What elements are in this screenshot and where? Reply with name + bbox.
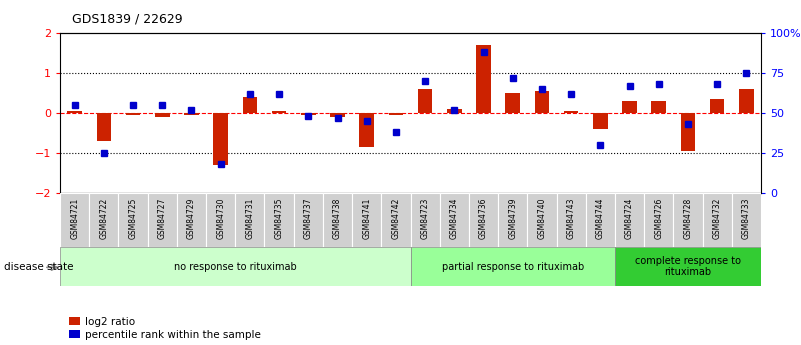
Text: GSM84730: GSM84730 xyxy=(216,197,225,239)
Bar xyxy=(644,193,674,247)
Text: GSM84721: GSM84721 xyxy=(70,197,79,239)
Bar xyxy=(177,193,206,247)
Bar xyxy=(534,91,549,113)
Bar xyxy=(381,193,410,247)
Bar xyxy=(615,247,761,286)
Text: GSM84735: GSM84735 xyxy=(275,197,284,239)
Text: GSM84728: GSM84728 xyxy=(683,197,692,239)
Bar xyxy=(235,193,264,247)
Bar xyxy=(557,193,586,247)
Text: GSM84741: GSM84741 xyxy=(362,197,371,239)
Bar xyxy=(330,113,344,117)
Bar xyxy=(505,93,520,113)
Bar xyxy=(60,193,89,247)
Bar xyxy=(388,113,403,115)
Legend: log2 ratio, percentile rank within the sample: log2 ratio, percentile rank within the s… xyxy=(70,317,261,340)
Bar xyxy=(593,113,608,129)
Bar xyxy=(264,193,294,247)
Text: GSM84733: GSM84733 xyxy=(742,197,751,239)
Text: GDS1839 / 22629: GDS1839 / 22629 xyxy=(72,12,183,25)
Text: GSM84732: GSM84732 xyxy=(713,197,722,239)
Bar xyxy=(97,113,111,141)
Text: GSM84724: GSM84724 xyxy=(625,197,634,239)
Bar xyxy=(651,101,666,113)
Text: GSM84723: GSM84723 xyxy=(421,197,429,239)
Bar xyxy=(147,193,177,247)
Text: no response to rituximab: no response to rituximab xyxy=(174,262,296,272)
Bar xyxy=(498,193,527,247)
Bar xyxy=(418,89,433,113)
Bar xyxy=(360,113,374,147)
Text: GSM84738: GSM84738 xyxy=(333,197,342,239)
Bar xyxy=(213,113,228,165)
Bar xyxy=(447,109,461,113)
Bar xyxy=(615,193,644,247)
Text: GSM84734: GSM84734 xyxy=(450,197,459,239)
Text: GSM84744: GSM84744 xyxy=(596,197,605,239)
Bar xyxy=(469,193,498,247)
Text: GSM84725: GSM84725 xyxy=(129,197,138,239)
Bar xyxy=(622,101,637,113)
Bar xyxy=(410,247,615,286)
Bar xyxy=(206,193,235,247)
Bar xyxy=(119,193,147,247)
Text: GSM84743: GSM84743 xyxy=(566,197,576,239)
Bar xyxy=(564,111,578,113)
Bar xyxy=(243,97,257,113)
Text: GSM84731: GSM84731 xyxy=(245,197,255,239)
Text: disease state: disease state xyxy=(4,263,74,272)
Bar xyxy=(60,247,410,286)
Text: GSM84722: GSM84722 xyxy=(99,197,108,239)
Bar xyxy=(294,193,323,247)
Bar xyxy=(681,113,695,151)
Text: GSM84726: GSM84726 xyxy=(654,197,663,239)
Bar xyxy=(702,193,732,247)
Bar xyxy=(586,193,615,247)
Text: GSM84729: GSM84729 xyxy=(187,197,196,239)
Bar xyxy=(301,113,316,115)
Bar xyxy=(410,193,440,247)
Bar xyxy=(440,193,469,247)
Bar xyxy=(155,113,170,117)
Text: partial response to rituximab: partial response to rituximab xyxy=(441,262,584,272)
Text: complete response to
rituximab: complete response to rituximab xyxy=(635,256,741,277)
Bar xyxy=(323,193,352,247)
Bar xyxy=(67,111,82,113)
Text: GSM84740: GSM84740 xyxy=(537,197,546,239)
Bar xyxy=(184,113,199,115)
Bar xyxy=(89,193,119,247)
Bar xyxy=(126,113,140,115)
Bar xyxy=(527,193,557,247)
Text: GSM84739: GSM84739 xyxy=(508,197,517,239)
Bar xyxy=(272,111,287,113)
Text: GSM84737: GSM84737 xyxy=(304,197,313,239)
Bar xyxy=(739,89,754,113)
Bar xyxy=(674,193,702,247)
Text: GSM84742: GSM84742 xyxy=(392,197,400,239)
Bar xyxy=(710,99,724,113)
Text: GSM84736: GSM84736 xyxy=(479,197,488,239)
Text: GSM84727: GSM84727 xyxy=(158,197,167,239)
Bar xyxy=(352,193,381,247)
Bar xyxy=(732,193,761,247)
Bar xyxy=(477,45,491,113)
